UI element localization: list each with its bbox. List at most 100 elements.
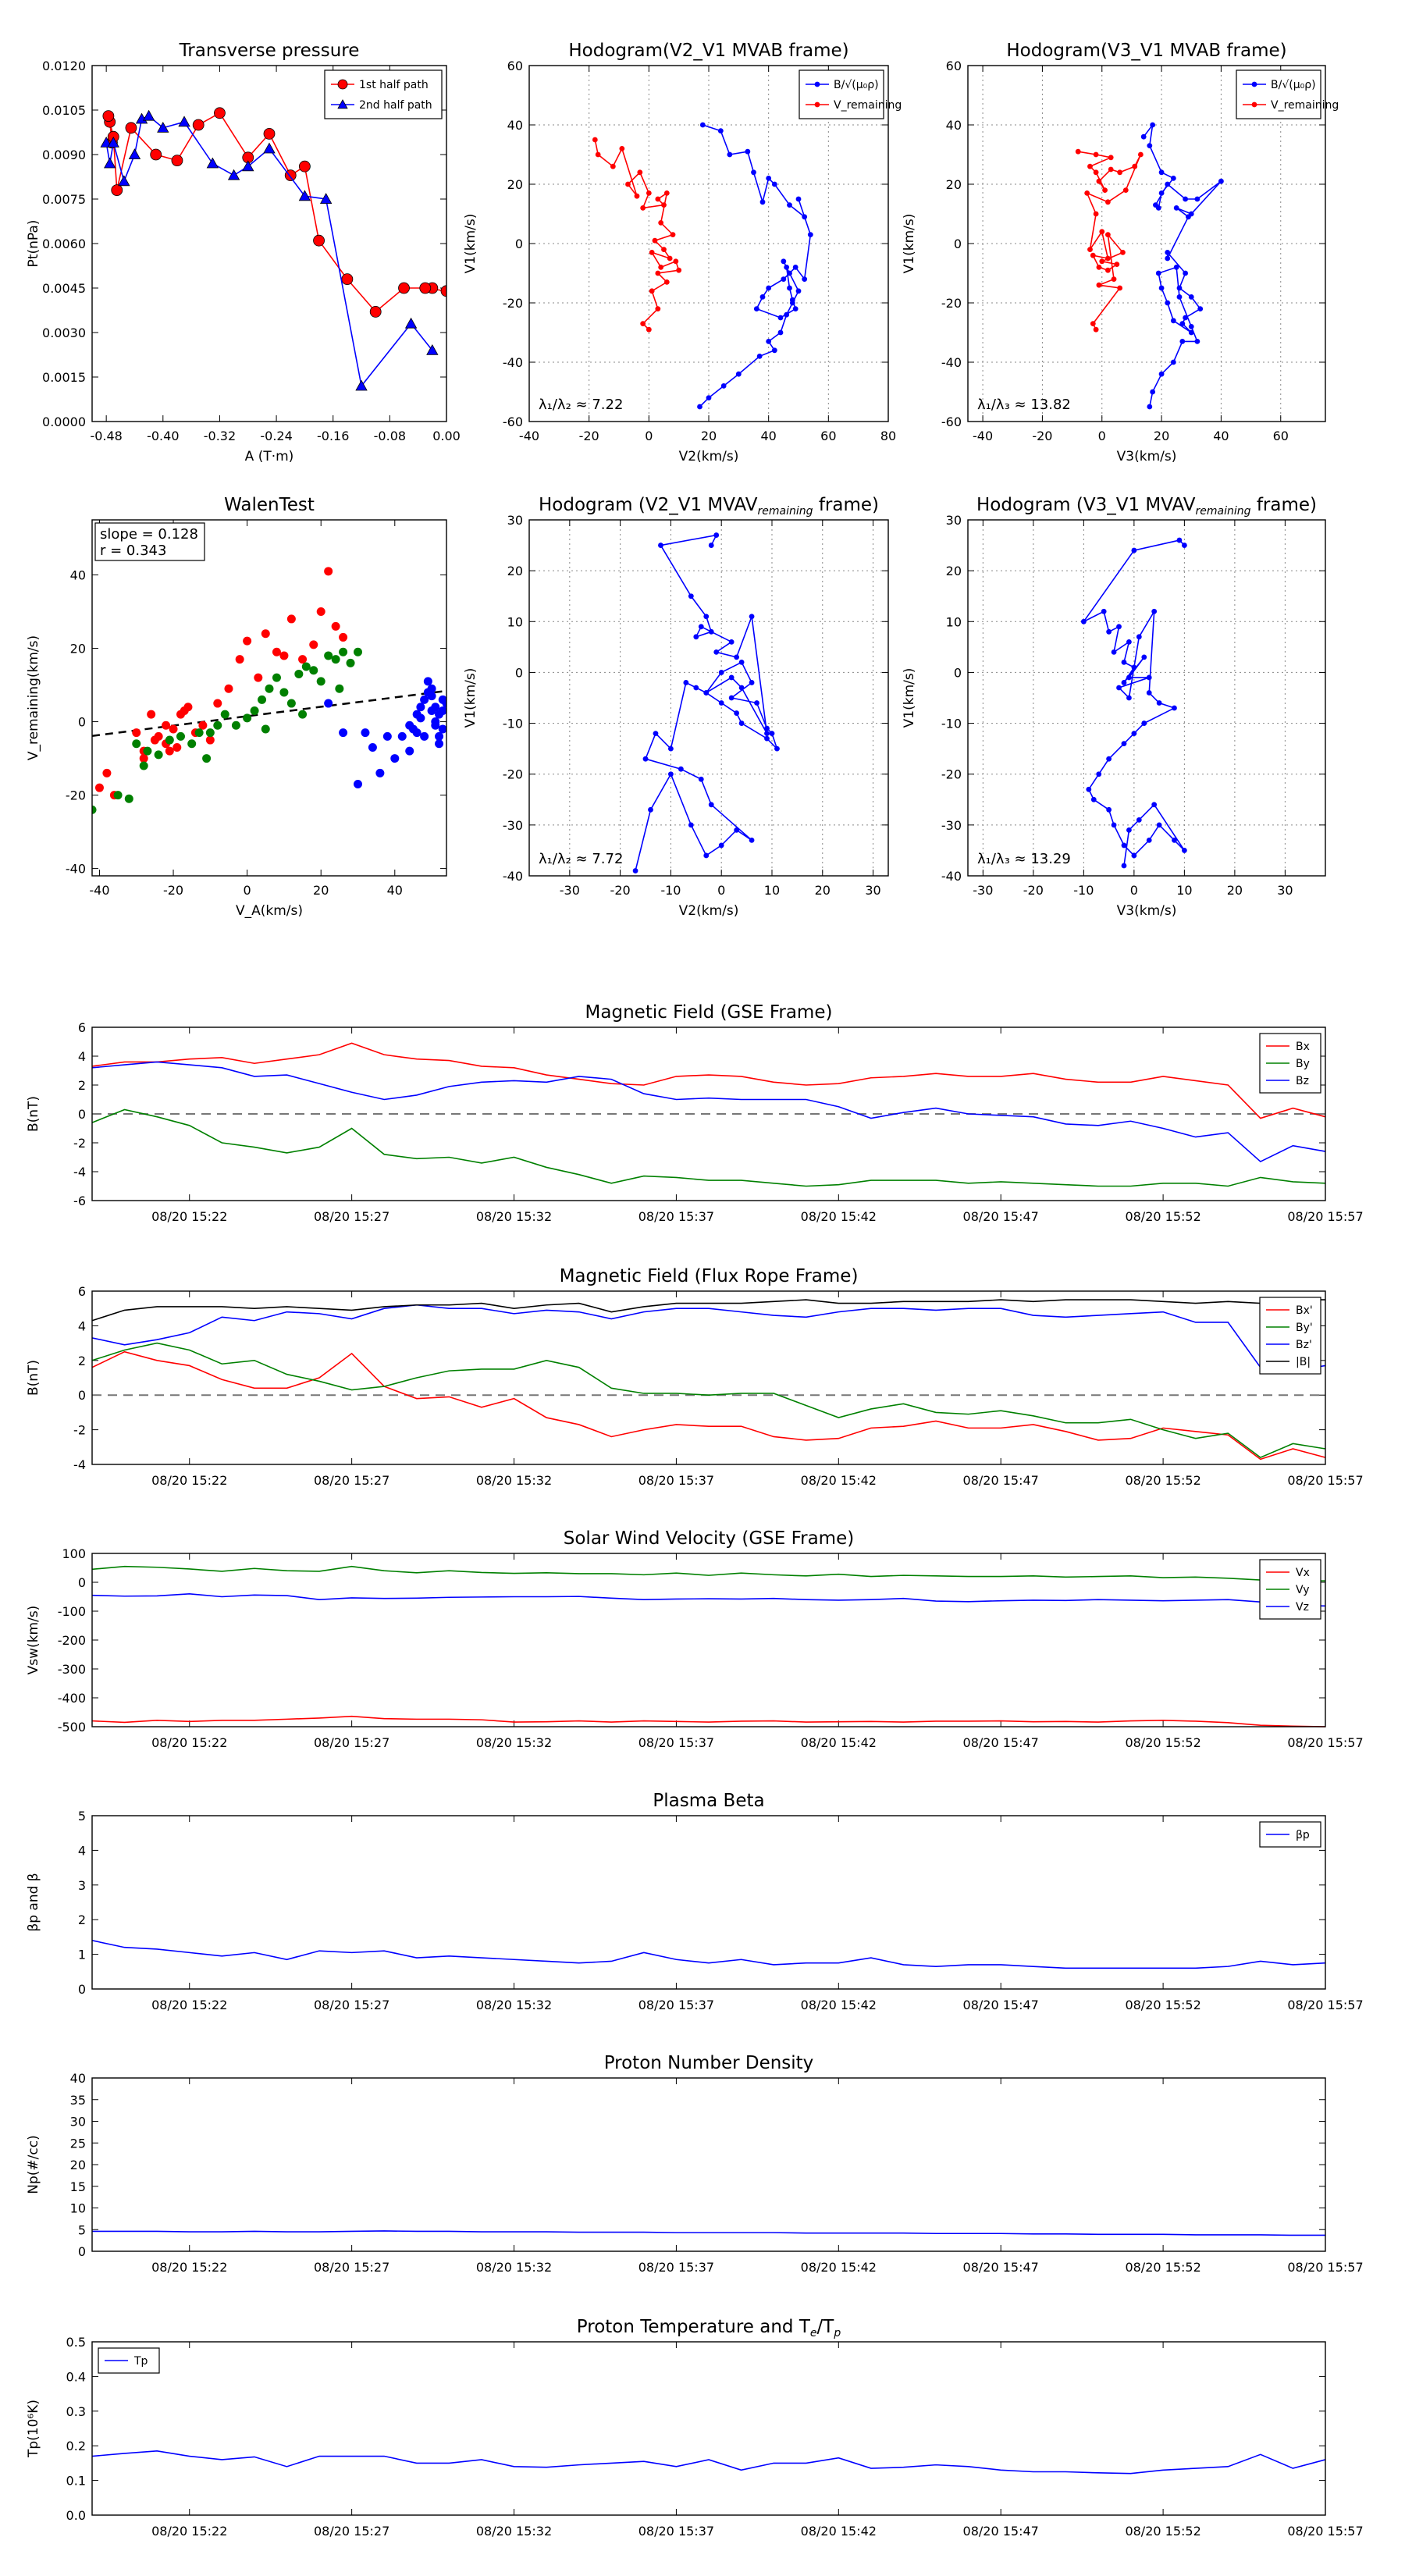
h1-series-0-point [795, 196, 802, 202]
np-ylabel: Np(#/cc) [26, 2135, 41, 2194]
h2-xtick-label: 0 [1098, 429, 1106, 443]
tp-series-0-point [214, 107, 226, 119]
h4-series-0-point [1111, 649, 1117, 655]
tp-series-0-point [313, 234, 325, 247]
h2-series-0-point [1186, 214, 1191, 220]
h1-xtick-label: 80 [880, 429, 896, 443]
h3-ytick-label: -30 [503, 818, 523, 833]
tp-title: Transverse pressure [179, 41, 360, 61]
np-xtick-label: 08/20 15:22 [151, 2260, 227, 2275]
h1-series-0-point [735, 371, 742, 377]
h1-series-0-point [751, 169, 756, 176]
wt-series-2-point [420, 731, 429, 741]
tp-xtick-label: -0.24 [260, 429, 292, 443]
h1-series-1-point [658, 220, 664, 226]
wt-series-1-point [261, 724, 270, 734]
vsw-ytick-label: -400 [58, 1691, 86, 1706]
wt-series-1-point [143, 746, 152, 756]
h2-legend-marker [1251, 101, 1257, 108]
wt-title-main: WalenTest [224, 495, 315, 515]
h2-series-1-point [1108, 155, 1114, 161]
tp-series-1-point [142, 109, 155, 121]
wt-series-2-point [361, 728, 370, 738]
h4-series-0-point [1121, 680, 1127, 685]
h3-series-0-point [698, 776, 704, 782]
h3-series-0-point [734, 654, 740, 660]
h2-xtick-label: 20 [1154, 429, 1169, 443]
mag_gse-legend-label: Bz [1296, 1075, 1309, 1087]
chart-mag_gse: -6 -4 -2 0 2 4 6 08/20 15:22 08/20 15:27 08/20 15… [26, 1002, 1364, 1224]
h1-series-1-point [625, 181, 631, 187]
h1-series-1-point [640, 205, 646, 211]
wt-series-2-point [397, 731, 407, 741]
h3-title: Hodogram (V2_V1 MVAVremaining frame) [539, 495, 879, 518]
wt-title: WalenTest [224, 495, 315, 515]
h1-series-1-point [676, 267, 682, 273]
h4-series-0-point [1151, 802, 1158, 808]
h2-ytick-label: 60 [946, 59, 962, 73]
wt-series-0-point [243, 636, 252, 646]
wt-series-2-point [405, 746, 414, 756]
h3-xtick-label: 20 [815, 883, 831, 898]
h2-series-0-point [1158, 371, 1165, 377]
beta-xtick-label: 08/20 15:42 [801, 1998, 877, 2012]
wt-series-0-point [272, 647, 281, 656]
mag_fr-xtick-label: 08/20 15:57 [1287, 1473, 1363, 1488]
wt-ylabel: V_remaining(km/s) [26, 635, 41, 760]
h1-ytick-label: 40 [507, 118, 523, 133]
h4-series-0-point [1141, 654, 1147, 660]
tp2-ytick-label: 0.3 [66, 2404, 86, 2419]
h1-ytick-label: 60 [507, 59, 523, 73]
h4-series-0-point [1156, 700, 1162, 706]
wt-series-0-point [173, 742, 182, 752]
h4-series-0-point [1136, 817, 1142, 823]
tp-legend-marker [337, 99, 348, 109]
h4-series-0-point [1146, 690, 1152, 696]
h1-annotation: λ₁/λ₂ ≈ 7.22 [539, 397, 623, 413]
h2-series-1-point [1099, 229, 1105, 235]
h2-legend-marker [1251, 81, 1257, 87]
h1-ytick-label: -60 [503, 415, 523, 429]
h2-series-0-point [1158, 285, 1165, 291]
wt-series-1-point [194, 728, 204, 738]
h2-series-0-point [1188, 329, 1194, 336]
h2-series-1-point [1084, 190, 1090, 196]
h3-series-0-point [683, 680, 689, 685]
h2-xtick-label: -20 [1032, 429, 1052, 443]
h4-series-0-point [1126, 695, 1132, 701]
wt-series-2-point [420, 695, 429, 704]
h2-xtick-label: -40 [973, 429, 993, 443]
wt-series-0-point [198, 720, 208, 730]
tp2-series-0-line [91, 2450, 1326, 2475]
h2-series-1-point [1102, 187, 1108, 194]
h1-series-0-point [766, 285, 772, 291]
vsw-ytick-label: -200 [58, 1633, 86, 1648]
tp-series-1-point [319, 193, 333, 205]
mag_fr-legend-label: |B| [1296, 1356, 1311, 1368]
tp-series-0-point [102, 110, 115, 123]
h4-xtick-label: 20 [1227, 883, 1243, 898]
h2-series-1-point [1117, 169, 1123, 176]
h4-ytick-label: 30 [946, 513, 962, 528]
wt-series-1-point [220, 710, 229, 719]
wt-series-0-point [205, 735, 215, 745]
chart-wt: -40 -20 0 20 40 -40 -20 0 20 40 WalenTest V_A(km/s)… [26, 495, 447, 919]
tp-series-1-point [426, 343, 439, 355]
h3-series-0-point [734, 827, 740, 833]
h3-series-0-point [698, 624, 704, 630]
wt-series-1-point [339, 647, 348, 656]
mag_fr-ytick-label: -2 [73, 1423, 86, 1438]
beta-frame [91, 1815, 1326, 1990]
mag_gse-series-1-line [91, 1108, 1326, 1187]
tp-series-1-point [178, 116, 190, 127]
h2-series-0-point [1194, 339, 1200, 344]
wt-series-1-point [176, 731, 185, 741]
h4-ytick-label: 0 [954, 665, 962, 680]
np-ytick-label: 35 [70, 2093, 86, 2108]
h1-series-1-point [634, 193, 640, 199]
vsw-legend-label: Vz [1296, 1601, 1309, 1614]
h1-legend [799, 69, 884, 119]
wt-series-2-point [435, 731, 444, 741]
h4-series-0-point [1126, 674, 1132, 681]
h2-series-1-point [1096, 178, 1102, 184]
